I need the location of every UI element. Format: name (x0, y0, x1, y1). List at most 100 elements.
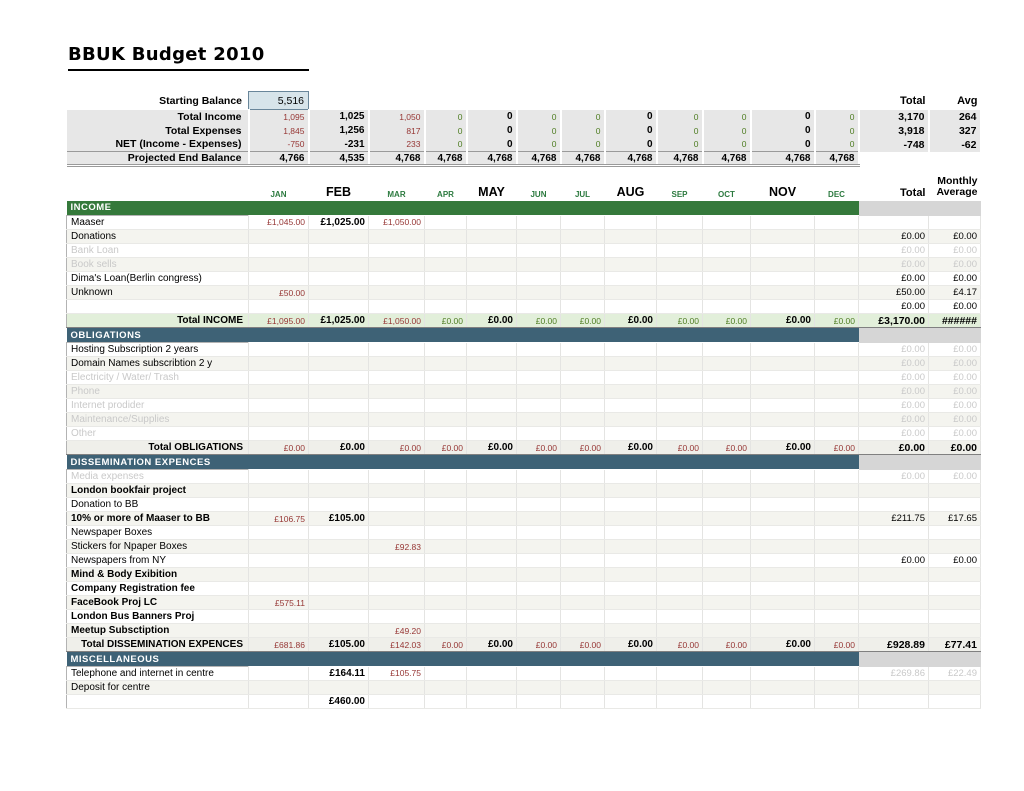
cell-aug[interactable] (604, 525, 657, 540)
cell-oct[interactable] (702, 257, 751, 272)
cell-jan[interactable] (248, 398, 309, 413)
cell-mar[interactable] (368, 299, 425, 314)
cell-jun[interactable]: 0 (516, 109, 562, 124)
cell-sep[interactable] (656, 229, 703, 244)
cell-avg[interactable] (928, 609, 981, 624)
cell-oct[interactable] (702, 356, 751, 371)
cell-oct[interactable] (702, 581, 751, 596)
cell-nov[interactable]: £0.00 (750, 313, 815, 328)
cell-jul[interactable] (560, 257, 605, 272)
cell-jan[interactable]: £50.00 (248, 285, 309, 300)
cell-nov[interactable] (750, 694, 815, 709)
cell-nov[interactable] (750, 243, 815, 258)
row-label-meetup-subsctiption[interactable]: Meetup Subsctiption (66, 623, 249, 638)
cell-aug[interactable] (604, 285, 657, 300)
cell-total[interactable]: £0.00 (858, 243, 929, 258)
cell-feb[interactable] (308, 285, 369, 300)
cell-dec[interactable] (814, 666, 859, 681)
cell-oct[interactable]: 0 (702, 109, 752, 124)
cell-nov[interactable] (750, 680, 815, 695)
cell-avg[interactable]: £77.41 (928, 637, 981, 652)
row-label-hosting-subscription-2-years[interactable]: Hosting Subscription 2 years (66, 342, 249, 357)
cell-avg[interactable]: £0.00 (928, 356, 981, 371)
cell-avg[interactable]: £0.00 (928, 553, 981, 568)
cell-oct[interactable] (702, 539, 751, 554)
cell-oct[interactable] (702, 426, 751, 441)
cell-mar[interactable] (368, 525, 425, 540)
cell-total[interactable]: £269.86 (858, 666, 929, 681)
cell-jul[interactable] (560, 595, 605, 610)
cell-nov[interactable] (750, 553, 815, 568)
cell-jan[interactable] (248, 483, 309, 498)
cell-may[interactable] (466, 215, 517, 230)
cell-jul[interactable] (560, 666, 605, 681)
cell-dec[interactable] (815, 92, 859, 110)
cell-aug[interactable] (604, 497, 657, 512)
cell-feb[interactable] (308, 398, 369, 413)
month-header-jan[interactable]: JAN (270, 189, 287, 199)
cell-avg[interactable] (928, 694, 981, 709)
cell-jul[interactable] (560, 426, 605, 441)
cell-jan[interactable] (248, 370, 309, 385)
cell-jul[interactable] (560, 581, 605, 596)
section-header-dissemination-expences[interactable]: DISSEMINATION EXPENCES (66, 454, 859, 470)
cell-jul[interactable] (560, 694, 605, 709)
cell-sep[interactable] (656, 426, 703, 441)
cell-may[interactable] (466, 539, 517, 554)
cell-avg[interactable]: 264 (928, 109, 982, 124)
cell-mar[interactable] (368, 581, 425, 596)
cell-dec[interactable]: £0.00 (814, 440, 859, 455)
cell-total[interactable] (858, 694, 929, 709)
cell-may[interactable] (466, 370, 517, 385)
cell-jun[interactable] (516, 426, 561, 441)
cell-total[interactable] (858, 525, 929, 540)
cell-jan[interactable] (248, 694, 309, 709)
row-label-stickers-for-npaper-boxes[interactable]: Stickers for Npaper Boxes (66, 539, 249, 554)
cell-avg[interactable]: £0.00 (928, 299, 981, 314)
cell-feb[interactable] (308, 469, 369, 484)
cell-jan[interactable] (248, 609, 309, 624)
cell-avg[interactable]: £0.00 (928, 243, 981, 258)
cell-oct[interactable] (702, 271, 751, 286)
row-label-total-dissemination-expences[interactable]: Total DISSEMINATION EXPENCES (66, 637, 249, 652)
cell-aug[interactable]: 0 (604, 109, 658, 124)
cell-jul[interactable] (560, 497, 605, 512)
cell-jul[interactable] (560, 229, 605, 244)
cell-feb[interactable] (308, 370, 369, 385)
row-label-bank-loan[interactable]: Bank Loan (66, 243, 249, 258)
cell-mar[interactable] (368, 398, 425, 413)
cell-jan[interactable] (248, 299, 309, 314)
cell-total[interactable] (858, 680, 929, 695)
cell-jul[interactable] (560, 215, 605, 230)
cell-feb[interactable] (308, 412, 369, 427)
cell-sep[interactable] (656, 581, 703, 596)
cell-jun[interactable] (517, 92, 561, 110)
cell-avg[interactable]: £0.00 (928, 229, 981, 244)
cell-aug[interactable] (604, 271, 657, 286)
cell-may[interactable] (466, 581, 517, 596)
cell-total[interactable] (858, 623, 929, 638)
cell-nov[interactable] (750, 412, 815, 427)
cell-dec[interactable] (814, 243, 859, 258)
cell-may[interactable]: £0.00 (466, 440, 517, 455)
cell-total[interactable] (858, 595, 929, 610)
cell-apr[interactable]: £0.00 (424, 440, 467, 455)
cell-apr[interactable] (424, 229, 467, 244)
cell-aug[interactable] (604, 469, 657, 484)
cell-nov[interactable] (750, 581, 815, 596)
cell-feb[interactable]: -231 (308, 137, 370, 152)
cell-aug[interactable] (604, 694, 657, 709)
cell-mar[interactable] (368, 370, 425, 385)
cell-mar[interactable] (368, 426, 425, 441)
cell-jun[interactable] (516, 257, 561, 272)
cell-aug[interactable] (604, 680, 657, 695)
cell-apr[interactable] (424, 595, 467, 610)
cell-total[interactable]: £0.00 (858, 342, 929, 357)
cell-mar[interactable] (368, 469, 425, 484)
cell-oct[interactable]: 0 (702, 137, 752, 152)
cell-avg[interactable] (928, 595, 981, 610)
row-label-donation-to-bb[interactable]: Donation to BB (66, 497, 249, 512)
cell-jul[interactable]: £0.00 (560, 313, 605, 328)
cell-feb[interactable]: £1,025.00 (308, 313, 369, 328)
cell-dec[interactable] (814, 694, 859, 709)
